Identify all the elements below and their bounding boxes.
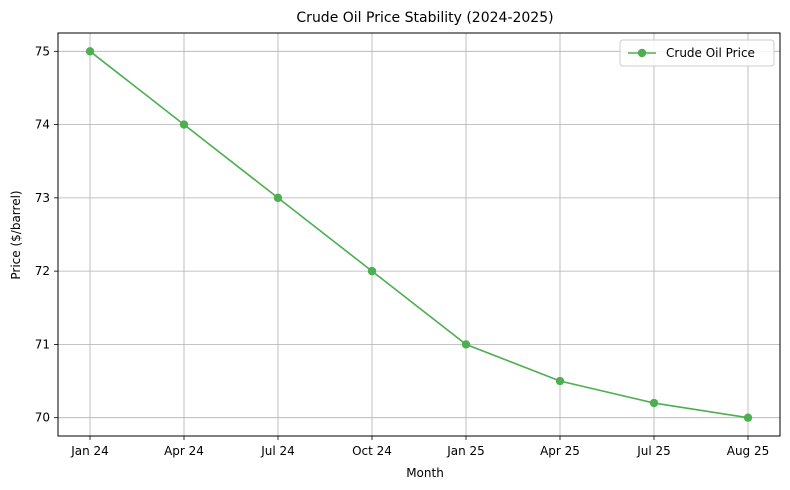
series-line xyxy=(89,50,749,419)
x-axis-title: Month xyxy=(406,466,444,480)
plot-frame xyxy=(57,32,781,437)
x-tick-label: Jul 24 xyxy=(260,444,295,458)
chart-title: Crude Oil Price Stability (2024-2025) xyxy=(296,10,553,26)
x-tick-label: Jan 25 xyxy=(446,444,485,458)
data-point xyxy=(461,340,471,349)
legend-label: Crude Oil Price xyxy=(666,46,755,60)
legend: Crude Oil Price xyxy=(619,39,775,67)
data-point xyxy=(367,266,377,276)
data-point xyxy=(649,398,659,408)
y-tick-label: 75 xyxy=(35,44,50,58)
y-tick-label: 74 xyxy=(35,118,50,132)
y-tick-label: 71 xyxy=(35,337,50,351)
x-tick-label: Jul 25 xyxy=(636,444,671,458)
legend-marker xyxy=(637,48,647,58)
data-point xyxy=(555,376,565,386)
legend-box xyxy=(619,39,775,67)
x-tick-label: Apr 25 xyxy=(540,444,580,458)
plot-area: Jan 24 Apr 24 Jul 24 Oct 24 Jan 25 Apr 25 Jul … xyxy=(35,32,781,458)
y-tick-label: 72 xyxy=(35,264,50,278)
x-tick-label: Oct 24 xyxy=(352,444,392,458)
x-tick-label: Aug 25 xyxy=(727,444,770,458)
y-tick-label: 70 xyxy=(35,411,50,425)
data-point xyxy=(743,413,753,422)
data-point xyxy=(85,47,95,56)
data-point xyxy=(273,193,283,203)
x-tick-label: Jan 24 xyxy=(70,444,109,458)
y-axis-title: Price ($/barrel) xyxy=(9,190,23,279)
x-tick-label: Apr 24 xyxy=(164,444,204,458)
y-tick-label: 73 xyxy=(35,191,50,205)
data-point xyxy=(179,120,189,129)
